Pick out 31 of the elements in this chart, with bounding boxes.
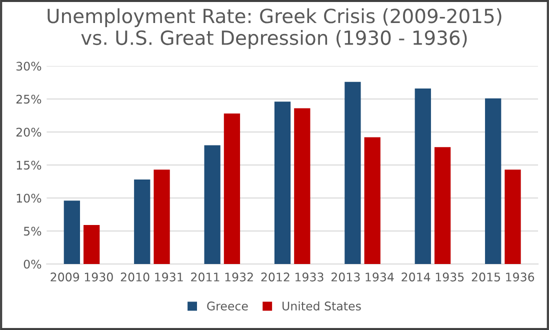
x-tick-label: 2010 1931 <box>120 272 183 282</box>
x-tick-label: 2015 1936 <box>472 272 534 282</box>
bar <box>154 170 170 264</box>
bar <box>204 145 220 264</box>
bar <box>485 98 502 264</box>
chart-title: Unemployment Rate: Greek Crisis (2009-2015) vs. U.S. Great Depression (1930 - 1936) <box>48 8 502 49</box>
y-tick-label: 0% <box>24 260 42 269</box>
y-tick-label: 30% <box>16 62 42 71</box>
y-tick-label: 5% <box>24 226 42 236</box>
bar <box>504 170 521 264</box>
legend-label: Greece <box>207 302 248 310</box>
x-tick-label: 2013 1934 <box>331 272 394 282</box>
x-tick-label: 2011 1932 <box>191 272 253 282</box>
bar <box>274 102 291 264</box>
legend-label: United States <box>282 301 361 310</box>
bar <box>84 225 100 264</box>
bar <box>364 137 380 264</box>
bar <box>134 180 150 264</box>
x-tick-label: 2014 1935 <box>402 272 464 282</box>
x-tick-label: 2012 1933 <box>261 272 324 282</box>
y-tick-label: 25% <box>16 94 42 104</box>
bar <box>294 108 310 264</box>
y-tick-label: 20% <box>16 128 42 137</box>
x-tick-label: 2009 1930 <box>50 272 113 282</box>
bar <box>414 88 431 264</box>
bar <box>434 147 451 264</box>
y-tick-label: 15% <box>16 160 42 170</box>
bar <box>224 114 240 264</box>
bar <box>64 200 80 264</box>
y-tick-label: 10% <box>16 194 42 203</box>
bar <box>344 82 361 264</box>
